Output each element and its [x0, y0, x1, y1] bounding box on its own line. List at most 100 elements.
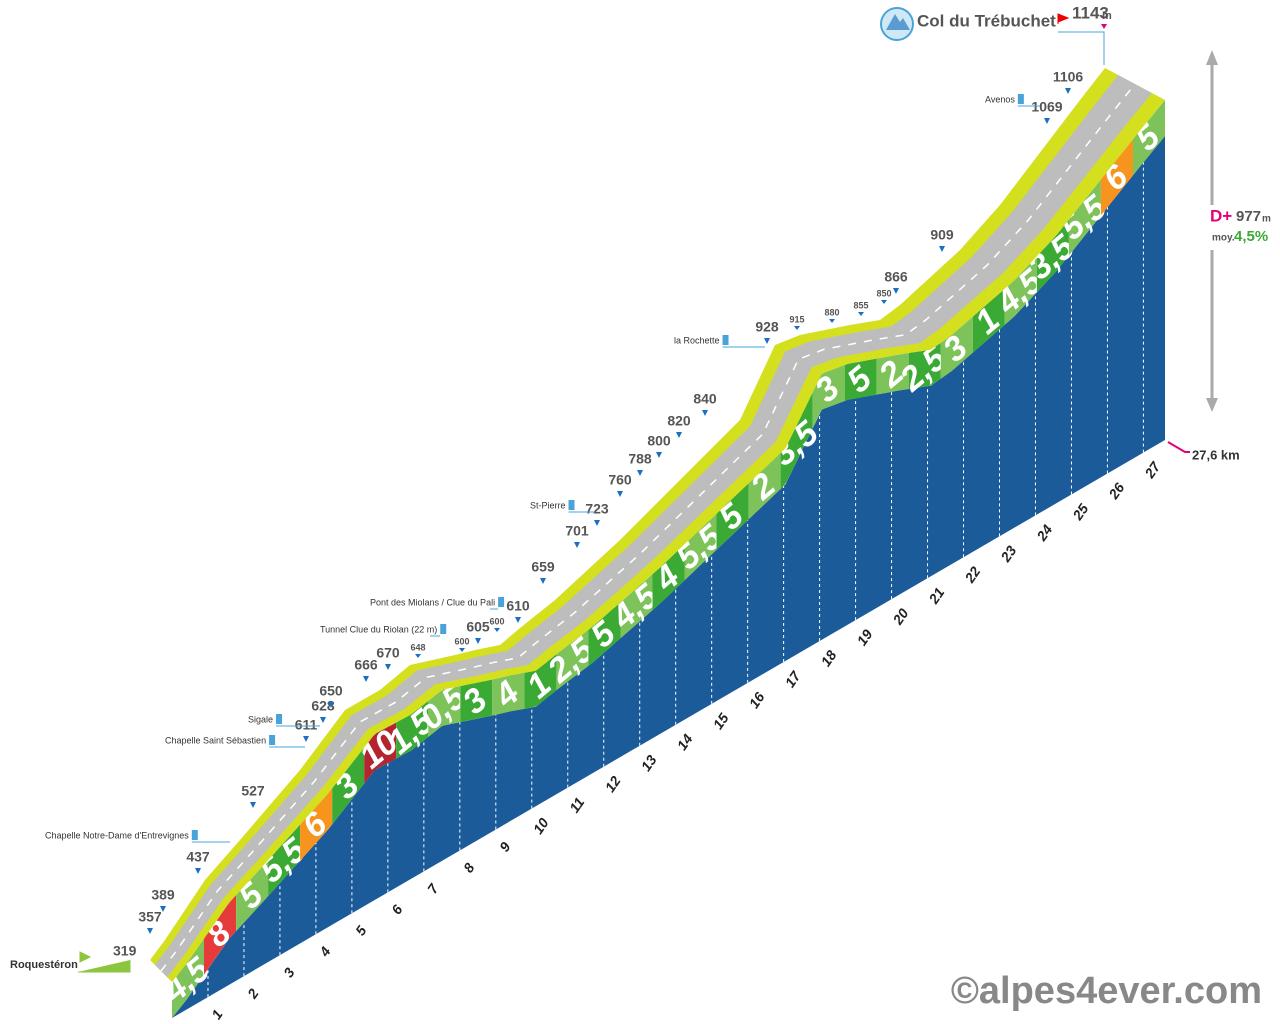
altitude-marker	[637, 470, 643, 476]
altitude-marker	[764, 338, 770, 344]
altitude-label: 701	[565, 523, 589, 539]
place-icon	[191, 830, 198, 840]
gradient-segment	[1004, 256, 1037, 325]
altitude-marker	[574, 542, 580, 548]
start-name: Roquestéron	[10, 959, 78, 971]
km-label: 19	[854, 626, 876, 648]
gradient-segment	[652, 544, 685, 611]
place-icon	[498, 597, 505, 607]
km-label: 7	[424, 880, 442, 897]
place-icon	[440, 624, 447, 634]
altitude-label: 800	[647, 433, 671, 449]
altitude-label: 840	[693, 391, 717, 407]
place-icon	[722, 335, 729, 345]
gradient-segment	[300, 788, 333, 861]
altitude-label: 648	[410, 642, 425, 652]
km-label: 2	[244, 985, 262, 1002]
altitude-marker	[475, 638, 481, 644]
altitude-label: 610	[506, 598, 530, 614]
gain-value: 977	[1236, 208, 1261, 225]
gradient-segment	[1068, 179, 1101, 256]
gradient-segment	[1133, 100, 1165, 176]
km-label: 17	[782, 667, 805, 690]
altitude-marker	[617, 491, 623, 497]
altitude-marker	[459, 648, 465, 652]
summit-altitude: 1143	[1072, 3, 1109, 22]
altitude-marker	[656, 452, 662, 458]
mountain-icon	[886, 14, 910, 30]
gradient-segment	[716, 483, 749, 550]
altitude-marker	[303, 736, 309, 742]
gradient-segment	[556, 629, 589, 691]
km-label: 6	[388, 902, 406, 918]
gradient-segment	[972, 288, 1005, 353]
altitude-label: 650	[319, 683, 343, 699]
mountain-face	[172, 136, 1165, 1018]
gradient-segment	[236, 860, 269, 932]
altitude-label: 1069	[1031, 99, 1062, 115]
altitude-marker	[594, 520, 600, 526]
altitude-label: 600	[489, 616, 504, 626]
altitude-marker	[515, 617, 521, 623]
altitude-marker	[881, 300, 887, 304]
gradient-segment	[332, 747, 365, 825]
altitude-marker	[363, 676, 369, 682]
altitude-label: 527	[241, 783, 265, 799]
km-label: 24	[1033, 522, 1056, 545]
gradient-segment	[428, 686, 461, 737]
gradient-segment	[908, 342, 941, 389]
altitude-marker	[385, 664, 391, 670]
km-label: 12	[602, 773, 624, 795]
altitude-marker	[195, 868, 201, 874]
km-label: 18	[818, 647, 840, 669]
km-label: 23	[997, 542, 1020, 565]
km-label: 5	[352, 923, 370, 939]
altitude-label: 855	[853, 300, 868, 310]
place-icon	[269, 735, 276, 745]
place-label: Chapelle Notre-Dame d'Entrevignes	[45, 830, 189, 840]
altitude-label: 723	[585, 501, 609, 517]
altitude-marker	[540, 578, 546, 584]
gradient-segment	[876, 353, 909, 395]
altitude-label: 850	[876, 288, 891, 298]
altitude-label: 670	[376, 645, 400, 661]
km-label: 3	[280, 964, 298, 980]
gradient-segment	[204, 895, 237, 975]
gradient-segment	[780, 392, 813, 489]
km-label: 16	[746, 689, 768, 711]
altitude-marker	[1065, 88, 1071, 94]
gradient-segment	[172, 938, 204, 1018]
place-label: Pont des Miolans / Clue du Pali	[370, 597, 495, 607]
km-label: 13	[638, 752, 660, 774]
altitude-marker	[893, 288, 899, 294]
gain-label: D+	[1210, 206, 1232, 225]
place-label: Sigale	[248, 714, 273, 724]
road-surface	[154, 75, 1152, 978]
altitude-label: 760	[608, 472, 632, 488]
km-label: 27	[1141, 458, 1164, 482]
km-label: 26	[1105, 480, 1128, 503]
place-label: la Rochette	[674, 335, 720, 345]
distance: 27,6 km	[1192, 447, 1240, 462]
place-icon	[276, 714, 283, 724]
gradient-segment	[684, 513, 717, 581]
km-label: 4	[315, 944, 333, 961]
km-label: 8	[460, 860, 478, 876]
summit-leader	[1058, 31, 1105, 65]
copyright: ©alpes4ever.com	[951, 970, 1262, 1012]
gradient-segment	[396, 700, 429, 759]
altitude-label: 820	[667, 413, 691, 429]
altitude-marker	[939, 246, 945, 252]
place-label: Avenos	[985, 94, 1015, 104]
place-icon	[568, 500, 575, 510]
start-flag	[78, 951, 131, 973]
altitude-marker	[702, 410, 708, 416]
summit-flag	[1057, 13, 1070, 24]
summit-name: Col du Trébuchet	[917, 11, 1056, 30]
avg-value: 4,5%	[1234, 228, 1268, 245]
km-label: 9	[496, 839, 514, 855]
altitude-label: 600	[454, 636, 469, 646]
gradient-segment	[1100, 139, 1133, 216]
altitude-label: 437	[186, 849, 210, 865]
altitude-marker	[1044, 118, 1050, 124]
